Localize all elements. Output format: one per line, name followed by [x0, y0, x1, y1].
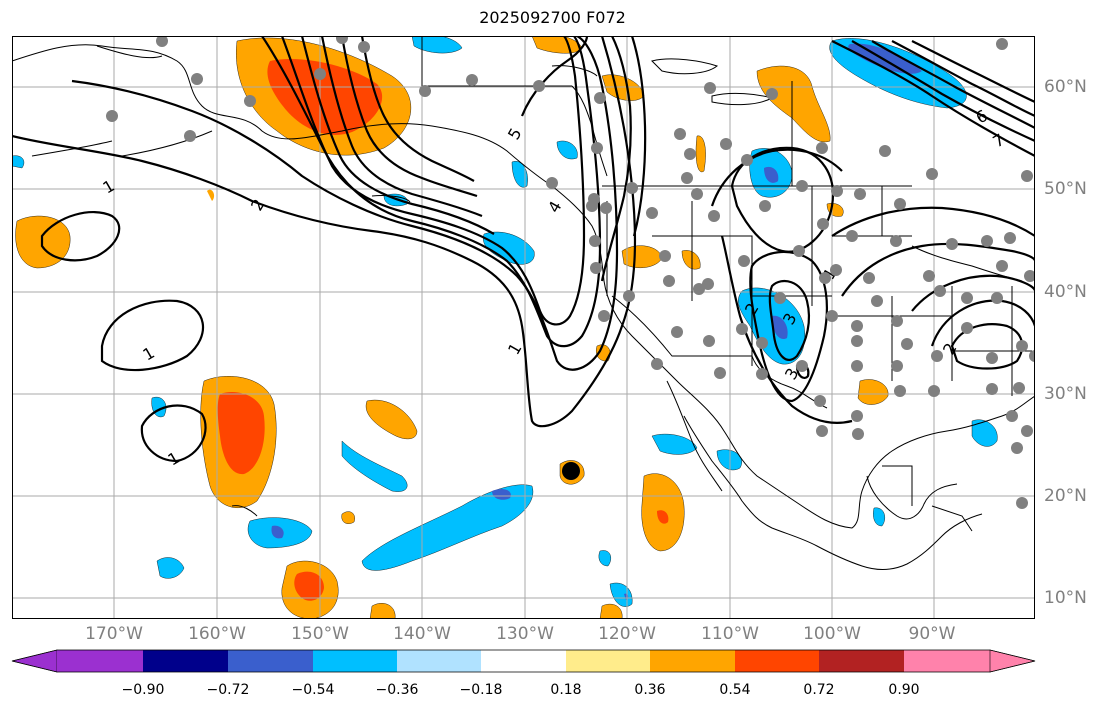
map-background [12, 36, 1035, 619]
colorbar-extend-max [989, 649, 1036, 673]
storm-center-marker [562, 462, 580, 480]
colorbar-swatch [481, 650, 566, 672]
lon-label: 140°W [393, 624, 451, 644]
lat-label: 30°N [1044, 384, 1087, 404]
colorbar-swatch [735, 650, 819, 672]
lon-label: 150°W [291, 624, 349, 644]
negative-anomaly-shading [12, 36, 998, 607]
colorbar-swatch [650, 650, 735, 672]
colorbar-extend-min [11, 649, 58, 673]
colorbar-swatch [566, 650, 650, 672]
colorbar-swatch [904, 650, 990, 672]
station-markers [106, 36, 1035, 509]
colorbar-tick: 0.36 [634, 682, 666, 698]
lat-label: 20°N [1044, 486, 1087, 506]
lon-label: 160°W [188, 624, 246, 644]
colorbar-tick: −0.54 [291, 682, 335, 698]
colorbar-tick: 0.54 [719, 682, 751, 698]
colorbar-tick: −0.90 [121, 682, 165, 698]
colorbar-swatch [228, 650, 313, 672]
colorbar [11, 649, 1036, 673]
height-anomaly-contours [12, 36, 1035, 463]
colorbar-swatch [143, 650, 228, 672]
colorbar-tick: −0.72 [206, 682, 250, 698]
colorbar-outline [11, 649, 1036, 673]
lat-label: 60°N [1044, 77, 1087, 97]
lon-label: 100°W [803, 624, 861, 644]
lat-label: 50°N [1044, 179, 1087, 199]
lat-label: 40°N [1044, 282, 1087, 302]
colorbar-tick: −0.36 [375, 682, 419, 698]
colorbar-tick: 0.72 [803, 682, 835, 698]
map-title: 2025092700 F072 [479, 8, 626, 27]
lon-label: 90°W [908, 624, 956, 644]
colorbar-swatch [57, 650, 143, 672]
lon-label: 130°W [496, 624, 554, 644]
lat-lon-grid [12, 36, 1035, 619]
colorbar-swatch [397, 650, 481, 672]
colorbar-tick: −0.18 [459, 682, 503, 698]
map-panel: 1 1 1 2 1 1 2 3 4 5 6 7 3 2 [12, 36, 1035, 619]
lon-label: 170°W [85, 624, 143, 644]
lon-label: 120°W [598, 624, 656, 644]
colorbar-tick: 0.90 [888, 682, 920, 698]
lat-label: 10°N [1044, 588, 1087, 608]
map-border [12, 36, 1035, 619]
colorbar-tick: 0.18 [550, 682, 582, 698]
lon-label: 110°W [701, 624, 759, 644]
colorbar-swatch [819, 650, 904, 672]
positive-anomaly-shading [15, 36, 889, 619]
colorbar-swatch [313, 650, 397, 672]
